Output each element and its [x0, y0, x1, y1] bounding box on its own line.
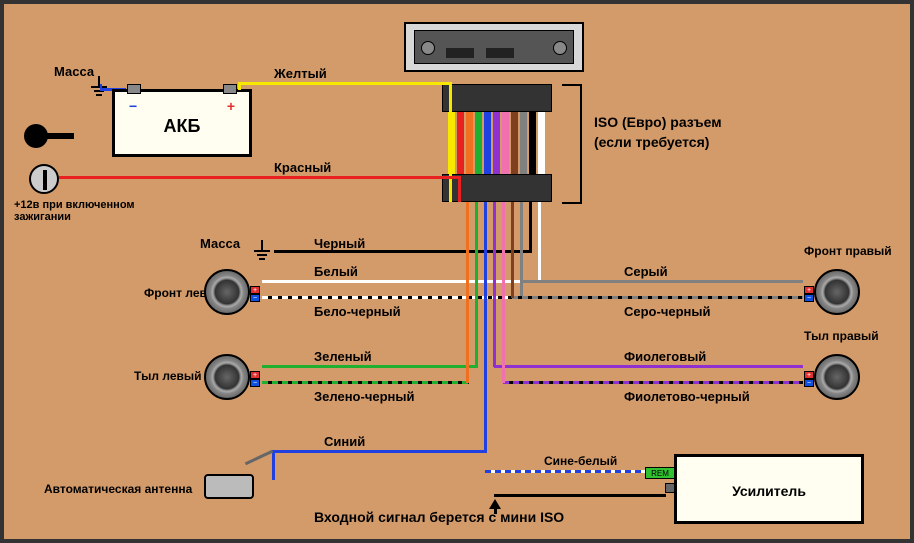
amplifier: REM Усилитель — [674, 454, 864, 524]
key-icon — [24, 124, 84, 154]
front-right-label: Фронт правый — [804, 244, 892, 258]
yellow-label: Желтый — [274, 66, 327, 81]
rear-right-label: Тыл правый — [804, 329, 879, 343]
speaker-rear-left: +− — [204, 354, 250, 400]
battery: − + АКБ — [112, 89, 252, 157]
iso-connector-top — [442, 84, 552, 112]
green-label: Зеленый — [314, 349, 372, 364]
black-label: Черный — [314, 236, 365, 251]
green-black-label: Зелено-черный — [314, 389, 414, 404]
white-black-label: Бело-черный — [314, 304, 401, 319]
car-radio — [404, 22, 584, 72]
rem-label: REM — [645, 467, 675, 479]
ignition-icon — [29, 164, 59, 194]
speaker-rear-right: +− — [814, 354, 860, 400]
iso-bracket — [562, 84, 582, 204]
blue-label: Синий — [324, 434, 365, 449]
speaker-front-left: +− — [204, 269, 250, 315]
ground-icon-2 — [252, 240, 272, 256]
massa-label-2: Масса — [200, 236, 240, 251]
ignition-label: +12в при включенном зажигании — [14, 199, 135, 223]
wiring-diagram: ISO (Евро) разъем (если требуется) Масса… — [0, 0, 914, 543]
red-label: Красный — [274, 160, 331, 175]
grey-label: Серый — [624, 264, 668, 279]
speaker-front-right: +− — [814, 269, 860, 315]
iso-sublabel: (если требуется) — [594, 134, 709, 150]
violet-black-label: Фиолетово-черный — [624, 389, 750, 404]
bottom-note: Входной сигнал берется с мини ISO — [314, 509, 564, 525]
amp-label: Усилитель — [677, 483, 861, 499]
antenna-label: Автоматическая антенна — [44, 482, 192, 496]
violet-label: Фиолеговый — [624, 349, 706, 364]
iso-label: ISO (Евро) разъем — [594, 114, 722, 130]
rear-left-label: Тыл левый — [134, 369, 202, 383]
grey-black-label: Серо-черный — [624, 304, 711, 319]
antenna-icon — [204, 464, 274, 504]
blue-white-label: Сине-белый — [544, 454, 617, 468]
akb-label: АКБ — [115, 116, 249, 137]
white-label: Белый — [314, 264, 358, 279]
